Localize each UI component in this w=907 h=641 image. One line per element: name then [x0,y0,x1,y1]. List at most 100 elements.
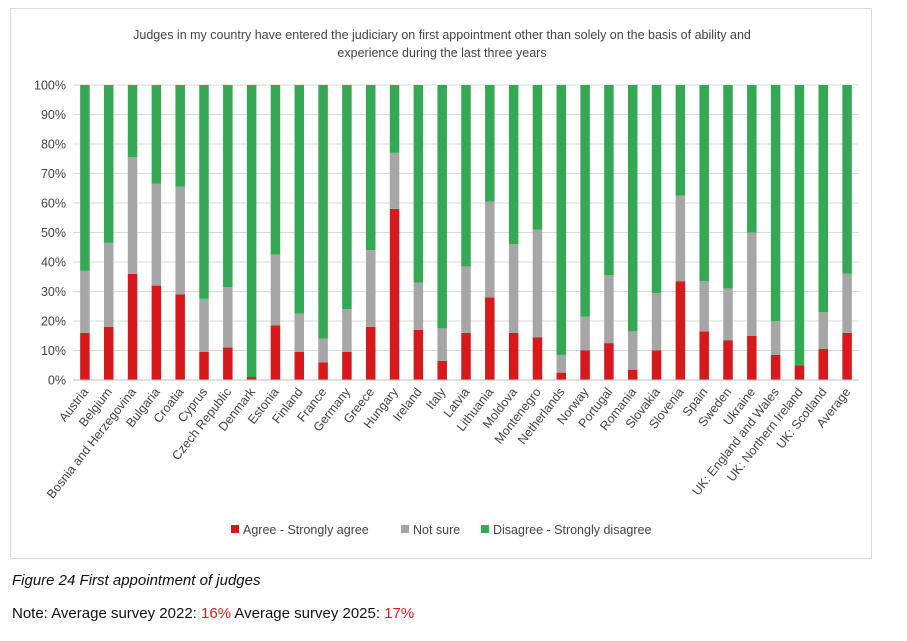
bar-segment [770,85,781,321]
bar-segment [413,282,424,330]
bar-segment [723,85,733,289]
bar-segment [342,309,352,352]
legend-swatch [401,525,409,533]
bar-segment [699,331,709,380]
bar-segment [604,275,614,344]
bar-segment [413,85,424,283]
y-tick-label: 0% [48,374,66,388]
bar-segment [199,298,209,352]
bar-segment [818,85,829,313]
bar-segment [223,85,233,288]
bar-segment [365,250,376,327]
bar-segment [270,254,281,326]
chart-title-line: Judges in my country have entered the ju… [133,28,751,42]
bar-segment [747,232,757,336]
bar-segment [318,85,328,339]
bar-segment [80,270,90,333]
bar-segment [270,85,281,255]
bar-segment [461,266,471,333]
bar-segment [651,85,662,293]
bar-segment [532,337,543,380]
bar-segment [294,85,305,314]
bar-segment [127,157,138,274]
legend-swatch [481,525,489,533]
y-tick-label: 100% [34,79,66,93]
bar-segment [794,85,805,366]
note-prefix: Note: Average survey 2022: [12,605,202,622]
bar-segment [389,208,400,380]
bar-segment [794,365,805,380]
bar-segment [651,292,662,351]
bar-segment [747,85,757,233]
bar-segment [627,331,638,370]
bar-segment [556,354,567,373]
bar-segment [461,332,471,380]
bar-segment [246,377,257,380]
bar-segment [580,350,590,380]
bar-segment [151,85,162,184]
bar-segment [770,354,781,380]
chart-frame: Judges in my country have entered the ju… [10,8,872,559]
bar-segment [675,85,686,196]
y-tick-label: 20% [41,315,66,329]
y-tick-label: 40% [41,256,66,270]
bar-segment [389,85,400,153]
bar-segment [508,85,519,245]
bar-segment [103,85,114,243]
bar-segment [485,201,495,298]
bar-segment [342,351,352,380]
chart-title-line: experience during the last three years [337,46,546,60]
bar-segment [580,85,590,317]
bar-segment [699,85,709,282]
bar-segment [818,349,829,380]
y-tick-label: 30% [41,285,66,299]
legend-label: Agree - Strongly agree [243,523,369,537]
bar-segment [580,316,590,351]
bar-segment [223,347,233,380]
bar-segment [127,273,138,380]
bar-segment [103,326,114,380]
y-tick-label: 10% [41,344,66,358]
y-tick-label: 60% [41,197,66,211]
bar-segment [294,313,305,352]
note-middle: Average survey 2025: [231,605,385,622]
bar-segment [318,338,328,363]
note-value-2022: 16% [201,605,232,622]
legend-label: Not sure [413,523,460,537]
bar-segment [127,85,138,158]
bar-segment [627,369,638,380]
bar-segment [80,332,90,380]
bar-segment [175,85,185,187]
bar-segment [365,326,376,380]
bar-segment [80,85,90,271]
bar-segment [508,332,519,380]
bar-segment [342,85,352,310]
survey-note: Note: Average survey 2022: 16% Average s… [12,605,414,622]
bar-segment [818,312,829,350]
bar-segment [461,85,471,267]
bar-segment [389,152,400,209]
bar-segment [199,351,209,380]
y-tick-label: 80% [41,138,66,152]
stacked-bar-chart: Judges in my country have entered the ju… [34,28,859,537]
bar-segment [175,186,185,295]
bar-segment [318,362,328,380]
bar-segment [651,350,662,380]
bar-segment [723,288,733,341]
bar-segment [723,340,733,380]
bar-segment [532,229,543,338]
bar-segment [485,85,495,202]
bar-segment [151,183,162,286]
bar-segment [365,85,376,251]
bar-segment [508,244,519,333]
bar-segment [103,242,114,327]
y-tick-label: 70% [41,167,66,181]
y-tick-label: 90% [41,108,66,122]
bar-segment [246,85,257,378]
bar-segment [604,85,614,276]
bar-segment [842,85,852,274]
legend-swatch [231,525,239,533]
bar-segment [747,335,757,380]
bar-segment [223,287,233,348]
bar-segment [699,281,709,332]
